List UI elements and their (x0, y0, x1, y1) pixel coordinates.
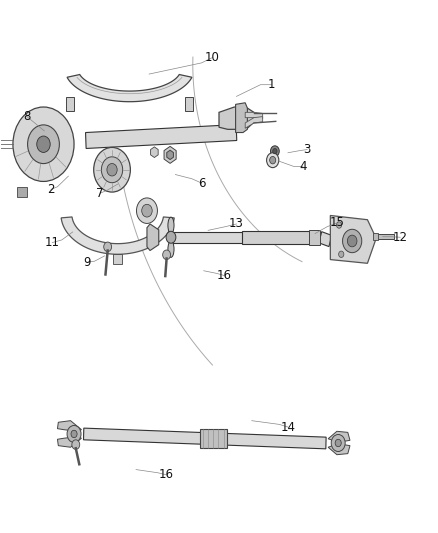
Polygon shape (245, 112, 263, 119)
Text: 2: 2 (47, 183, 55, 196)
Circle shape (142, 204, 152, 217)
Polygon shape (219, 107, 254, 130)
Bar (84, 428, 326, 449)
Polygon shape (147, 224, 159, 251)
Text: 7: 7 (96, 187, 104, 200)
Text: 12: 12 (393, 231, 408, 244)
Circle shape (13, 107, 74, 181)
Polygon shape (236, 103, 247, 133)
Circle shape (37, 136, 50, 152)
Polygon shape (245, 117, 263, 128)
Circle shape (162, 250, 170, 260)
Polygon shape (167, 150, 173, 159)
Bar (171, 232, 313, 243)
Circle shape (67, 425, 81, 442)
Bar (377, 234, 394, 239)
Bar (66, 98, 74, 111)
Circle shape (270, 157, 276, 164)
Circle shape (271, 146, 279, 157)
Circle shape (331, 434, 345, 451)
Circle shape (343, 229, 362, 253)
Bar (184, 98, 193, 111)
Text: 11: 11 (45, 236, 60, 249)
Polygon shape (328, 445, 350, 455)
Circle shape (336, 222, 342, 228)
Circle shape (104, 242, 112, 252)
Text: 14: 14 (280, 421, 296, 433)
Text: 10: 10 (205, 51, 220, 64)
Bar (201, 429, 226, 448)
Circle shape (347, 235, 357, 247)
Bar (17, 187, 27, 197)
Ellipse shape (168, 241, 174, 257)
Circle shape (273, 149, 277, 154)
Circle shape (101, 157, 123, 183)
Polygon shape (164, 147, 176, 164)
Text: 15: 15 (329, 216, 344, 229)
Circle shape (267, 153, 279, 167)
Circle shape (137, 198, 157, 223)
Polygon shape (57, 421, 81, 431)
Polygon shape (330, 215, 376, 263)
Circle shape (335, 439, 341, 447)
Text: 4: 4 (299, 160, 307, 173)
Polygon shape (328, 431, 350, 441)
Circle shape (71, 430, 77, 438)
Circle shape (107, 164, 117, 176)
Text: 6: 6 (198, 176, 205, 190)
Bar (242, 231, 313, 244)
Text: 16: 16 (217, 269, 232, 282)
Text: 8: 8 (23, 110, 31, 123)
Text: 16: 16 (159, 469, 174, 481)
Bar (319, 232, 332, 247)
Polygon shape (61, 217, 174, 254)
Text: 13: 13 (229, 217, 244, 230)
Circle shape (72, 440, 80, 449)
Bar (113, 254, 122, 264)
Circle shape (94, 148, 131, 192)
Text: 3: 3 (304, 143, 311, 156)
Bar (309, 230, 320, 245)
Bar (85, 125, 237, 149)
Polygon shape (151, 147, 158, 158)
Bar (373, 233, 378, 240)
Polygon shape (67, 75, 192, 102)
Circle shape (28, 125, 60, 164)
Circle shape (166, 231, 176, 243)
Ellipse shape (168, 217, 174, 233)
Circle shape (339, 251, 344, 257)
Polygon shape (57, 437, 81, 447)
Text: 1: 1 (268, 78, 275, 91)
Text: 9: 9 (83, 256, 91, 269)
